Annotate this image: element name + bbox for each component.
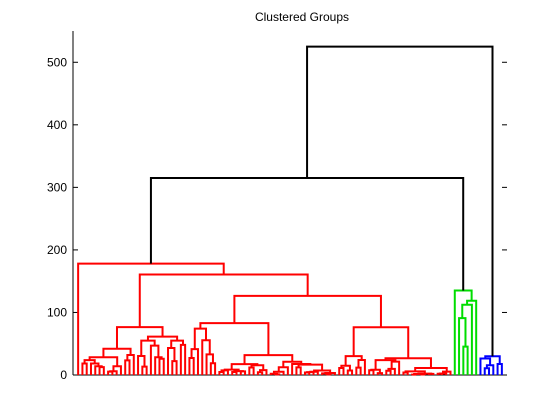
- dendrogram-link: [140, 339, 156, 357]
- dendrogram-link: [193, 327, 207, 350]
- dendrogram-link: [158, 357, 165, 375]
- dendrogram-link: [209, 362, 217, 375]
- axes: 0 100 200 300 400 500: [47, 31, 507, 382]
- dendrogram-link: [462, 345, 469, 375]
- dendrogram-link: [154, 356, 163, 375]
- dendrogram-link: [126, 354, 135, 375]
- dendrogram-link: [295, 366, 302, 375]
- dendrogram-link: [205, 353, 214, 375]
- dendrogram-link: [352, 326, 410, 359]
- dendrogram-link: [171, 360, 178, 375]
- chart-title: Clustered Groups: [255, 10, 349, 24]
- dendrogram-link: [496, 362, 503, 375]
- dendrogram-link: [243, 354, 294, 365]
- dendrogram-link: [98, 366, 105, 375]
- dendrogram-link: [188, 356, 195, 375]
- dendrogram-link: [387, 367, 396, 375]
- dendrogram-link: [458, 317, 467, 375]
- y-tick-label: 200: [47, 243, 67, 257]
- dendrogram-link: [248, 366, 255, 375]
- dendrogram-link: [109, 370, 118, 375]
- dendrogram-link: [368, 369, 375, 375]
- dendrogram-link: [346, 369, 354, 375]
- y-tick-label: 100: [47, 305, 67, 319]
- dendrogram-link: [357, 359, 366, 375]
- dendrogram-link: [190, 348, 199, 375]
- dendrogram-link: [138, 273, 309, 328]
- dendrogram-tree: [77, 45, 503, 376]
- dendrogram-link: [124, 359, 131, 375]
- y-tick-label: 500: [47, 55, 67, 69]
- dendrogram-link: [179, 343, 187, 375]
- y-tick-label: 400: [47, 118, 67, 132]
- dendrogram-link: [338, 366, 345, 375]
- dendrogram-link: [141, 365, 148, 375]
- dendrogram-link: [385, 369, 392, 375]
- dendrogram-link: [325, 373, 332, 376]
- dendrogram-link: [81, 362, 88, 375]
- dendrogram-link: [484, 355, 501, 364]
- dendrogram-link: [137, 355, 146, 375]
- dendrogram-link: [355, 366, 362, 375]
- dendrogram-link: [485, 364, 495, 375]
- dendrogram-link: [233, 370, 244, 373]
- top-link-all: [306, 45, 494, 357]
- y-tick-label: 0: [60, 368, 67, 382]
- y-tick-label: 300: [47, 180, 67, 194]
- dendrogram-link: [483, 367, 491, 375]
